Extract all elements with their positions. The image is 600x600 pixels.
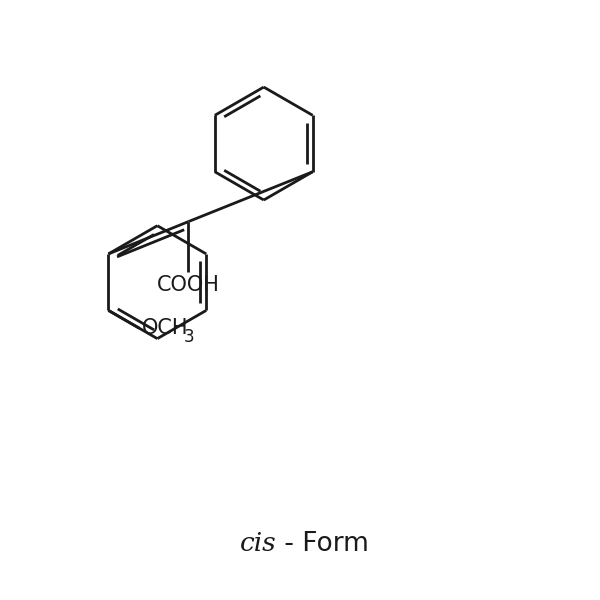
Text: - Form: - Form (276, 531, 369, 557)
Text: COOH: COOH (157, 275, 220, 295)
Text: cis: cis (239, 531, 276, 556)
Text: OCH: OCH (142, 318, 189, 338)
Text: 3: 3 (184, 328, 194, 346)
